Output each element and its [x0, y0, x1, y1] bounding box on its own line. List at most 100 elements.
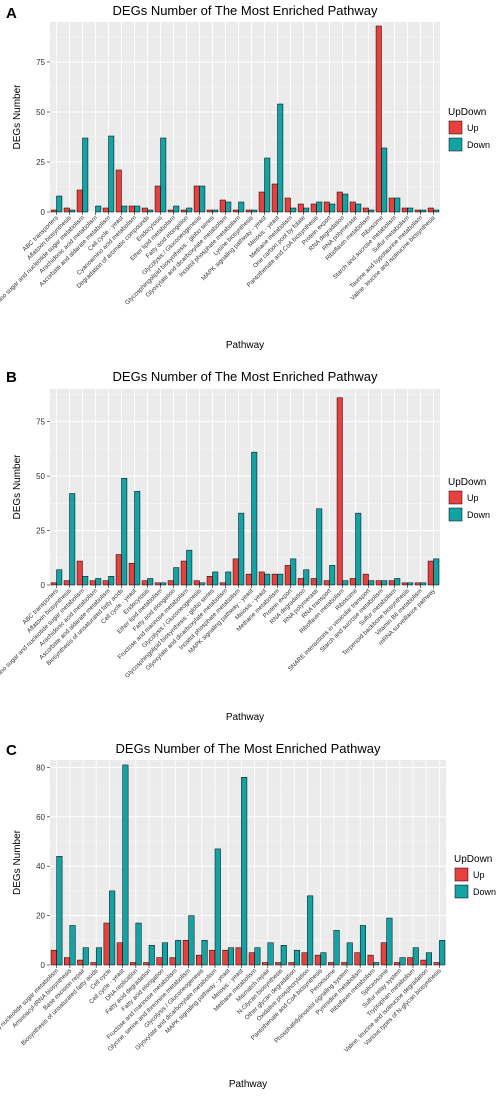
- bar-up: [232, 209, 239, 213]
- legend-key-up: [454, 867, 469, 882]
- bar-up: [102, 207, 109, 213]
- bar-up: [130, 962, 137, 966]
- bar-down: [355, 512, 362, 586]
- bar-down: [214, 848, 221, 966]
- bar-up: [284, 565, 291, 586]
- y-tick-label: 75: [36, 418, 45, 427]
- bar-down: [359, 925, 366, 966]
- bar-up: [341, 962, 348, 966]
- bar-down: [277, 573, 284, 586]
- y-tick-label: 25: [36, 158, 45, 167]
- bar-up: [89, 580, 96, 586]
- bar-down: [186, 207, 193, 213]
- bar-down: [121, 478, 128, 586]
- legend-key-up: [448, 120, 463, 135]
- bar-up: [367, 954, 374, 966]
- bar-up: [349, 201, 356, 213]
- bar-down: [267, 942, 274, 966]
- plot-background: [50, 22, 440, 212]
- bar-up: [156, 957, 163, 966]
- legend-title: UpDown: [448, 477, 486, 488]
- bar-down: [254, 947, 261, 966]
- bar-up: [258, 191, 265, 213]
- bar-up: [206, 209, 213, 213]
- bar-up: [288, 962, 295, 966]
- y-axis-label: DEGs Number: [12, 454, 23, 520]
- bar-up: [336, 397, 343, 586]
- chart-panel-a: A DEGs Number of The Most Enriched Pathwa…: [0, 3, 490, 351]
- bar-down: [264, 573, 271, 586]
- bar-up: [219, 199, 226, 213]
- bar-down: [342, 580, 349, 586]
- bar-up: [349, 578, 356, 586]
- bar-down: [251, 451, 258, 586]
- bar-down: [186, 549, 193, 586]
- bar-down: [121, 205, 128, 213]
- bar-up: [245, 573, 252, 586]
- bar-up: [167, 209, 174, 213]
- bar-down: [303, 207, 310, 213]
- legend-title: UpDown: [454, 854, 492, 865]
- bar-down: [69, 493, 76, 586]
- bar-up: [180, 560, 187, 586]
- legend-label-down: Down: [467, 140, 490, 150]
- bar-down: [420, 582, 427, 586]
- bar-up: [206, 576, 213, 586]
- bar-down: [173, 567, 180, 586]
- bar-up: [336, 191, 343, 213]
- bar-down: [307, 895, 314, 966]
- bar-up: [141, 207, 148, 213]
- bar-down: [399, 957, 406, 966]
- bar-down: [69, 209, 76, 213]
- bar-down: [161, 942, 168, 966]
- bar-up: [193, 185, 200, 213]
- bar-up: [193, 580, 200, 586]
- legend-key-down: [448, 137, 463, 152]
- legend-label-up: Up: [473, 870, 485, 880]
- bar-down: [420, 209, 427, 213]
- bar-up: [427, 560, 434, 586]
- chart-panel-c: C DEGs Number of The Most Enriched Pathwa…: [0, 741, 496, 1090]
- x-axis-label: Pathway: [226, 712, 264, 723]
- bar-up: [76, 189, 83, 213]
- bar-down: [433, 558, 440, 586]
- bar-down: [56, 195, 63, 213]
- bar-up: [258, 571, 265, 586]
- bar-up: [380, 942, 387, 966]
- bar-down: [147, 209, 154, 213]
- bar-down: [439, 940, 446, 966]
- bar-down: [188, 915, 195, 966]
- y-tick-label: 50: [36, 108, 45, 117]
- bar-up: [310, 578, 317, 586]
- bar-down: [407, 207, 414, 213]
- bar-down: [173, 205, 180, 213]
- bar-up: [401, 207, 408, 213]
- legend-key-down: [454, 884, 469, 899]
- bar-down: [238, 512, 245, 586]
- bar-up: [115, 169, 122, 213]
- bar-up: [103, 922, 110, 966]
- y-tick-label: 60: [36, 813, 45, 822]
- bar-down: [346, 942, 353, 966]
- bar-down: [69, 925, 76, 966]
- y-tick-label: 75: [36, 58, 45, 67]
- bar-down: [277, 103, 284, 213]
- bar-up: [388, 197, 395, 213]
- bar-down: [433, 209, 440, 213]
- chart-title: DEGs Number of The Most Enriched Pathway: [113, 3, 378, 18]
- y-axis-label: DEGs Number: [12, 84, 23, 150]
- bar-up: [248, 952, 255, 966]
- bar-down: [264, 157, 271, 213]
- panel-letter: B: [6, 369, 17, 386]
- bar-down: [108, 576, 115, 586]
- bar-down: [56, 569, 63, 586]
- legend-label-down: Down: [473, 887, 496, 897]
- bar-down: [320, 952, 327, 966]
- bar-down: [329, 203, 336, 213]
- bar-up: [196, 954, 203, 966]
- bar-down: [394, 197, 401, 213]
- bar-down: [329, 565, 336, 586]
- bar-up: [284, 197, 291, 213]
